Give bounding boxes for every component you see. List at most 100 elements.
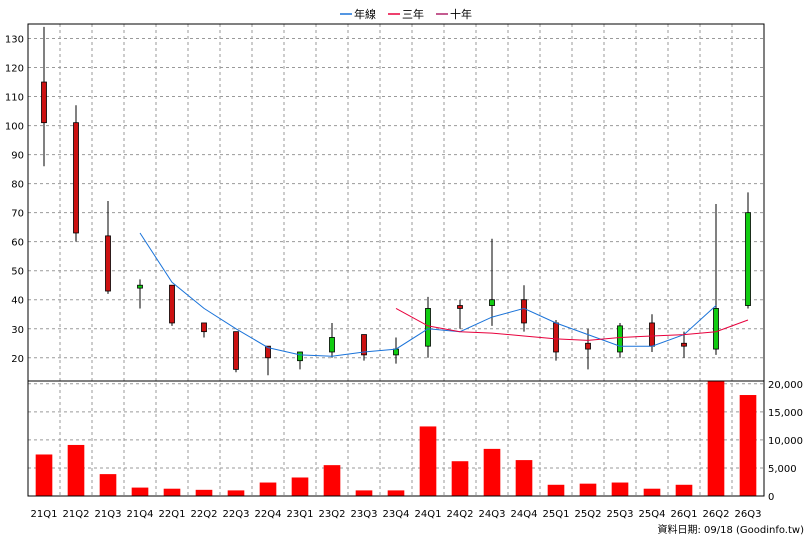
volume-bar [547,484,565,496]
x-tick-label: 22Q1 [159,509,186,520]
x-tick-label: 26Q3 [735,509,762,520]
legend: 年線 三年 十年 [340,7,472,21]
source-note: 資料日期: 09/18 (Goodinfo.tw) [657,523,804,536]
candle-body [361,334,367,356]
price-tick-label: 20 [11,354,24,365]
x-tick-label: 22Q2 [191,509,218,520]
candle-body [457,305,463,309]
candle-body [649,322,655,347]
volume-bar [451,461,469,496]
price-tick-label: 120 [5,64,24,75]
volume-bar [259,482,277,496]
volume-bar [67,444,85,496]
candle-body [169,284,175,324]
candle-body [73,122,79,234]
x-tick-label: 25Q4 [639,509,666,520]
candle-body [617,325,623,353]
candle-body [265,345,271,359]
grid [28,24,764,496]
series-line-三年 [395,307,749,341]
x-tick-label: 24Q3 [479,509,506,520]
candle-body [105,235,111,292]
volume-tick-label: 15,000 [768,408,803,419]
candle-body [745,212,751,306]
candle-body [393,348,399,356]
candle-body [41,81,47,124]
price-tick-label: 50 [11,267,24,278]
candle-body [713,308,719,350]
legend-entry-label: 十年 [450,7,472,21]
volume-bar [707,381,725,496]
volume-bar [515,460,533,496]
volume-bar [483,448,501,496]
moving-average-lines [139,232,749,357]
price-tick-label: 70 [11,209,24,220]
price-tick-label: 30 [11,325,24,336]
candle-body [585,342,591,350]
volume-bar [163,488,181,496]
price-tick-label: 100 [5,122,24,133]
volume-bar [131,487,149,496]
volume-bar [643,488,661,496]
volume-bar [611,482,629,496]
x-tick-label: 22Q3 [223,509,250,520]
volume-bar [35,454,53,496]
volume-tick-label: 20,000 [768,380,803,391]
candle-body [681,342,687,347]
candle-body [329,337,335,353]
candle-body [553,322,559,353]
candle-body [233,331,239,370]
price-tick-label: 90 [11,151,24,162]
x-tick-label: 23Q1 [287,509,314,520]
candle-body [137,284,143,289]
price-tick-label: 60 [11,238,24,249]
x-tick-label: 26Q2 [703,509,730,520]
x-tick-label: 24Q1 [415,509,442,520]
series-line-年線 [139,232,717,357]
x-tick-label: 21Q4 [127,509,154,520]
candlesticks [41,26,751,376]
x-tick-label: 23Q2 [319,509,346,520]
x-tick-label: 25Q3 [607,509,634,520]
volume-bar [323,465,341,496]
x-tick-label: 23Q3 [351,509,378,520]
price-tick-label: 40 [11,296,24,307]
candle-body [201,322,207,333]
volume-bar [227,490,245,496]
candle-body [521,299,527,324]
volume-bar [291,477,309,496]
price-tick-label: 80 [11,180,24,191]
x-tick-label: 21Q3 [95,509,122,520]
legend-entry-label: 三年 [402,7,424,21]
volume-tick-label: 10,000 [768,436,803,447]
x-tick-label: 23Q4 [383,509,410,520]
candle-body [489,299,495,306]
x-tick-label: 25Q2 [575,509,602,520]
candle-body [425,308,431,347]
x-tick-label: 25Q1 [543,509,570,520]
volume-bar [195,489,213,496]
volume-panel-frame [27,380,765,497]
volume-bar [99,474,117,496]
x-tick-label: 22Q4 [255,509,282,520]
price-tick-label: 130 [5,35,24,46]
x-tick-label: 24Q4 [511,509,538,520]
x-tick-label: 26Q1 [671,509,698,520]
volume-bar [355,490,373,496]
legend-entry-label: 年線 [354,7,376,21]
volume-tick-label: 0 [768,492,774,503]
volume-bar [579,483,597,496]
x-tick-label: 21Q1 [31,509,58,520]
volume-bar [739,395,757,496]
price-tick-label: 110 [5,93,24,104]
volume-bars [35,381,757,496]
volume-bar [675,484,693,496]
volume-bar [419,426,437,496]
x-tick-label: 24Q2 [447,509,474,520]
volume-bar [387,490,405,496]
axes: 20 30 40 50 60 70 80 90 100 110 120 130 0 5,000 10,000… [5,23,803,520]
candle-body [297,351,303,362]
x-tick-label: 21Q2 [63,509,90,520]
